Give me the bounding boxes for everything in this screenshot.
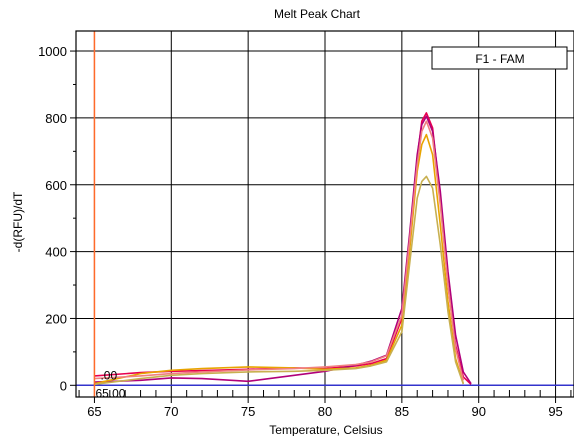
series-line	[94, 133, 465, 385]
plot-frame	[75, 30, 574, 398]
y-tick-label: 600	[45, 178, 67, 193]
y-tick-label: 1000	[38, 44, 67, 59]
x-tick-label: 85	[395, 404, 409, 419]
series-line	[94, 175, 465, 386]
x-axis-label: Temperature, Celsius	[269, 423, 382, 436]
legend: F1 - FAM	[431, 46, 568, 70]
legend-box	[431, 46, 568, 70]
x-tick-label: 80	[318, 404, 332, 419]
y-tick-label: 400	[45, 245, 67, 260]
y-tick-label: 800	[45, 111, 67, 126]
y-tick-label: 0	[60, 378, 67, 393]
legend-label: F1 - FAM	[475, 52, 524, 66]
cursor-x-readout: 65.00	[95, 386, 125, 400]
y-axis-label: -d(RFU)/dT	[11, 191, 25, 252]
chart-title: Melt Peak Chart	[274, 7, 361, 21]
x-tick-label: 65	[87, 404, 101, 419]
y-tick-label: 200	[45, 311, 67, 326]
x-tick-label: 75	[241, 404, 255, 419]
series-lines	[94, 112, 472, 386]
axis-ticks: 65 70 75 80 85 90 95 0 200 400 600 800 1000	[38, 44, 572, 419]
x-tick-label: 90	[471, 404, 485, 419]
series-line	[94, 120, 465, 381]
cursor-y-readout: .00	[100, 368, 117, 382]
x-tick-label: 95	[548, 404, 562, 419]
x-tick-label: 70	[164, 404, 178, 419]
